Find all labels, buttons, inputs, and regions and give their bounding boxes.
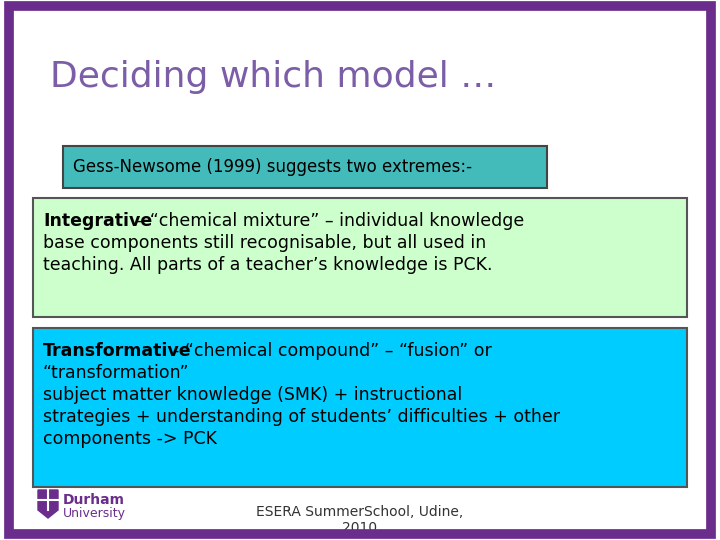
Text: University: University <box>63 507 126 520</box>
Text: Deciding which model …: Deciding which model … <box>50 60 496 94</box>
Text: Gess-Newsome (1999) suggests two extremes:-: Gess-Newsome (1999) suggests two extreme… <box>73 158 472 176</box>
Text: teaching. All parts of a teacher’s knowledge is PCK.: teaching. All parts of a teacher’s knowl… <box>43 256 492 274</box>
Text: Durham: Durham <box>63 493 125 507</box>
Text: base components still recognisable, but all used in: base components still recognisable, but … <box>43 234 486 252</box>
FancyBboxPatch shape <box>33 198 687 317</box>
Text: components -> PCK: components -> PCK <box>43 430 217 448</box>
Text: – “chemical mixture” – individual knowledge: – “chemical mixture” – individual knowle… <box>130 212 524 230</box>
Text: “transformation”: “transformation” <box>43 364 189 382</box>
Text: subject matter knowledge (SMK) + instructional: subject matter knowledge (SMK) + instruc… <box>43 386 462 404</box>
Text: Transformative: Transformative <box>43 342 192 360</box>
FancyBboxPatch shape <box>63 146 547 188</box>
Text: ESERA SummerSchool, Udine,
2010: ESERA SummerSchool, Udine, 2010 <box>256 505 464 535</box>
FancyBboxPatch shape <box>33 328 687 487</box>
Text: strategies + understanding of students’ difficulties + other: strategies + understanding of students’ … <box>43 408 560 426</box>
Text: - “chemical compound” – “fusion” or: - “chemical compound” – “fusion” or <box>162 342 492 360</box>
Text: Integrative: Integrative <box>43 212 152 230</box>
Polygon shape <box>38 490 58 518</box>
